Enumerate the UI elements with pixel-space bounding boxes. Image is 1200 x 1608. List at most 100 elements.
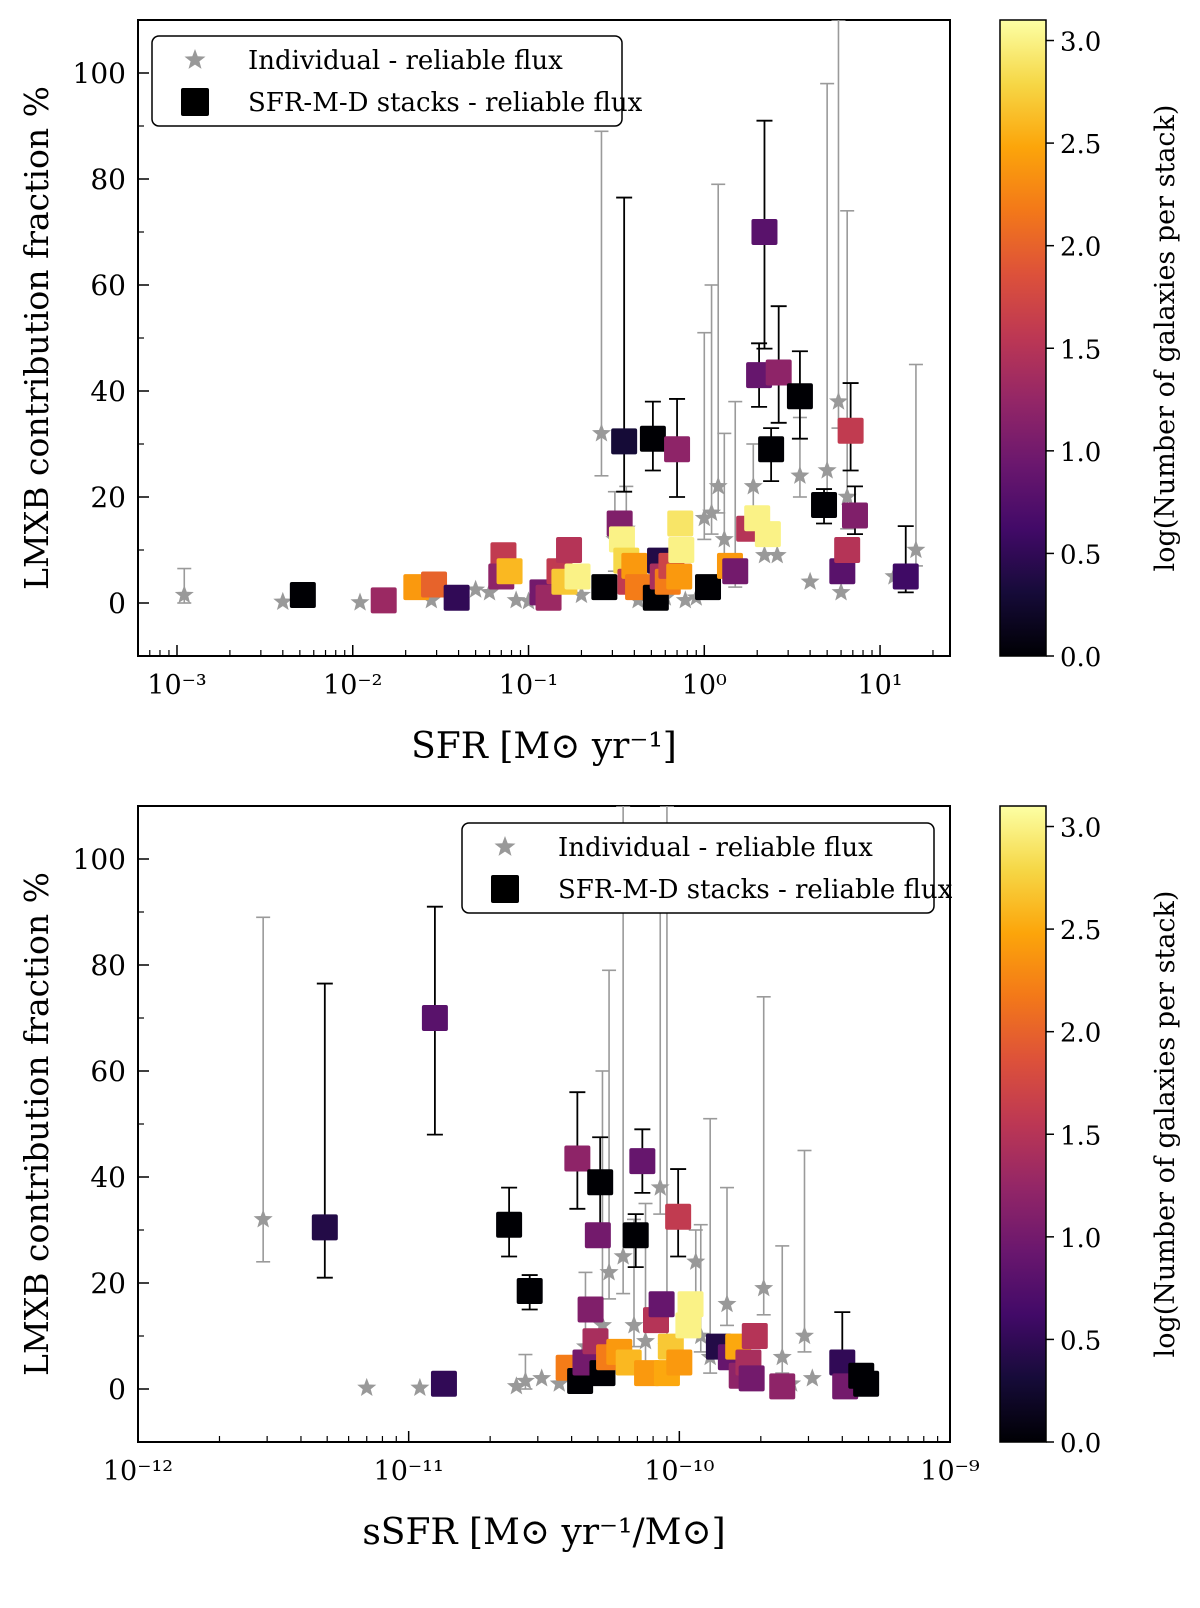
y-tick-label: 40 [90,1161,126,1194]
y-tick-label: 40 [90,375,126,408]
individual-star-point [790,465,810,484]
stack-square-point [496,558,523,585]
stack-square-point [667,510,694,537]
individual-star-point [829,391,848,410]
y-tick-label: 60 [90,269,126,302]
stack-square-point [289,582,316,609]
data-area [174,20,926,614]
individual-star-point [755,545,774,564]
stack-square-point [746,362,773,389]
stack-square-point [584,1222,611,1249]
individual-star-point [466,579,486,598]
individual-error-bar [697,331,712,541]
individual-star-point [357,1377,377,1396]
stack-square-point [639,425,666,452]
colorbar-tick-label: 1.0 [1060,438,1101,468]
individual-star-point [410,1377,430,1396]
individual-star-point [717,1294,737,1313]
y-axis-ticks: 0 20 40 60 80 100 [73,805,149,1443]
y-axis-label: LMXB contribution fraction % [17,86,56,590]
stack-square-point [370,587,397,614]
stack-square-point [722,558,749,585]
x-tick-label: 10⁻¹ [499,670,558,701]
y-tick-label: 60 [90,1055,126,1088]
legend-frame [461,822,935,914]
y-tick-label: 80 [90,163,126,196]
individual-star-point [714,529,734,548]
colorbar-tick-label: 2.5 [1060,130,1101,160]
y-axis-label: LMXB contribution fraction % [17,872,56,1376]
stack-square-point [664,436,691,463]
colorbar-tick-label: 1.5 [1060,1121,1101,1151]
individual-star-point [754,1278,774,1297]
stack-square-point [421,571,448,598]
legend-label-stacks: SFR-M-D stacks - reliable flux [558,875,953,905]
stack-square-point [564,563,591,590]
stack-square-point [621,552,648,579]
stack-square-point [564,1145,591,1172]
x-axis-ticks: 10⁻³ 10⁻² 10⁻¹ 10⁰ 10¹ [137,645,934,701]
colorbar-label: log(Number of galaxies per stack) [1150,891,1181,1358]
individual-error-bar [840,210,855,530]
colorbar: 0.0 0.5 1.0 1.5 2.0 2.5 3.0 log(Number of galax… [999,19,1181,673]
individual-star-point [767,545,787,564]
stack-square-point [622,1222,649,1249]
individual-star-point [694,508,714,527]
y-tick-label: 0 [108,1373,126,1406]
individual-star-point [480,582,499,601]
stack-square-point [430,1370,457,1397]
stack-square-point [853,1370,880,1397]
colorbar-tick-label: 1.5 [1060,335,1101,365]
stack-square-point [577,1296,604,1323]
individual-error-bar [594,130,609,477]
colorbar-label: log(Number of galaxies per stack) [1150,105,1181,572]
stack-square-point [668,537,695,563]
stack-square-point [841,502,868,529]
individual-star-point [599,1262,619,1281]
stack-square-point [516,1277,543,1304]
x-tick-label: 10¹ [857,670,902,701]
stack-square-point [587,1169,614,1196]
legend-star-marker [494,836,516,856]
individual-error-bar [831,20,846,429]
stack-square-point [754,521,781,548]
x-tick-label: 10⁻² [323,670,382,701]
individual-star-point [571,585,591,604]
individual-star-point [837,487,857,506]
legend-star-marker [184,49,206,69]
stack-square-point [811,491,838,518]
colorbar-tick-label: 3.0 [1060,814,1101,844]
stack-square-point [837,417,864,444]
x-tick-label: 10⁻¹² [103,1456,173,1487]
x-tick-label: 10⁰ [682,670,727,701]
individual-star-point [772,1347,792,1366]
colorbar-tick-label: 0.0 [1060,643,1101,673]
individual-star-point [519,591,538,610]
y-tick-label: 20 [90,481,126,514]
colorbar-tick-label: 2.5 [1060,916,1101,946]
y-tick-label: 100 [73,843,126,876]
individual-star-point [708,476,728,495]
stack-square-point [738,1365,765,1392]
legend: Individual - reliable flux SFR-M-D stacks… [151,35,643,127]
plot-panel-1: 0 20 40 60 80 100 10⁻³ 10⁻² 10⁻¹ 10⁰ 10¹ LMXB contr… [17,19,1181,767]
stack-square-point [556,537,583,563]
y-axis-ticks: 0 20 40 60 80 100 [73,19,149,657]
stack-square-point [591,574,618,601]
y-tick-label: 80 [90,949,126,982]
plot-panel-2: 0 20 40 60 80 100 10⁻¹² 10⁻¹¹ 10⁻¹⁰ 10⁻⁹ LMXB cont… [17,805,1181,1553]
y-tick-label: 0 [108,587,126,620]
individual-star-point [506,590,526,609]
individual-star-point [702,502,722,521]
y-tick-label: 100 [73,57,126,90]
stack-square-point [741,1323,768,1349]
stack-square-point [311,1214,338,1241]
individual-error-bar [703,1117,718,1374]
colorbar-tick-label: 0.5 [1060,540,1101,570]
stack-square-point [695,574,722,601]
individual-star-point [532,1368,552,1387]
individual-star-point [624,1315,644,1334]
stack-square-point [786,383,813,410]
